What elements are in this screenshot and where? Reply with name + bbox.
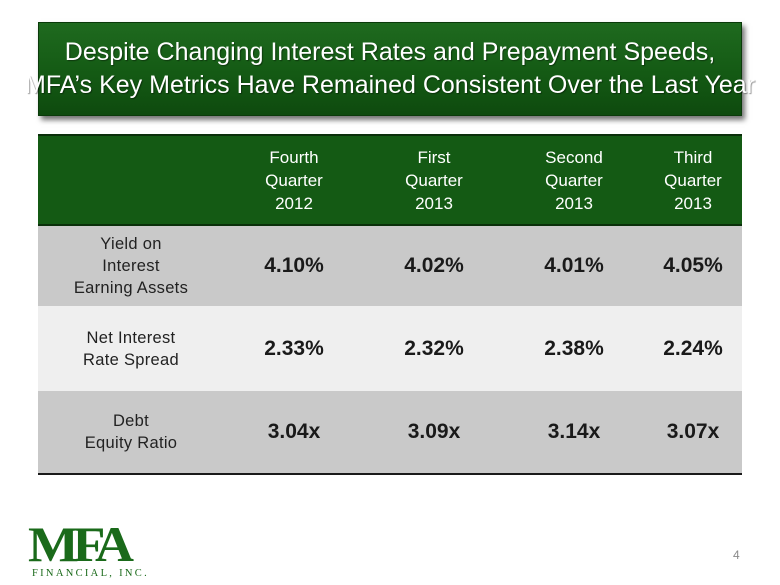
- column-header-line: Quarter: [265, 170, 323, 190]
- table-row-debt-equity: Debt Equity Ratio 3.04x 3.09x 3.14x 3.07…: [38, 391, 742, 475]
- column-header-line: 2012: [275, 193, 313, 213]
- logo-subtitle: FINANCIAL, INC.: [32, 568, 150, 579]
- table-cell-value: 4.10%: [224, 225, 364, 306]
- column-header-line: Quarter: [545, 170, 603, 190]
- column-header-line: 2013: [415, 193, 453, 213]
- row-label-line: Debt: [112, 412, 150, 430]
- row-label-line: Interest: [102, 257, 160, 275]
- table-cell-value: 4.05%: [644, 225, 742, 306]
- title-line-2: MFA’s Key Metrics Have Remained Consiste…: [25, 71, 755, 99]
- table-cell-value: 3.07x: [644, 391, 742, 475]
- table-cell-value: 2.24%: [644, 306, 742, 391]
- page-number: 4: [733, 548, 740, 562]
- header-empty-cell: [38, 134, 224, 226]
- row-label-line: Net Interest: [86, 328, 176, 347]
- row-label-line: Yield on: [100, 235, 162, 253]
- column-header-line: Quarter: [405, 170, 463, 190]
- table-header-row: Fourth Quarter 2012 First Quarter 2013 S…: [38, 134, 742, 226]
- column-header-line: First: [417, 147, 451, 167]
- column-header: Fourth Quarter 2012: [224, 134, 364, 226]
- column-header: Second Quarter 2013: [504, 134, 644, 226]
- table-row-spread: Net Interest Rate Spread 2.33% 2.32% 2.3…: [38, 306, 742, 391]
- column-header-line: Third: [673, 147, 713, 167]
- column-header: First Quarter 2013: [364, 134, 504, 226]
- table-cell-value: 2.32%: [364, 306, 504, 391]
- table-cell-value: 3.04x: [224, 391, 364, 475]
- title-banner: Despite Changing Interest Rates and Prep…: [25, 22, 755, 116]
- table-cell-value: 4.02%: [364, 225, 504, 306]
- table-cell-value: 3.14x: [504, 391, 644, 475]
- row-label: Yield on Interest Earning Assets: [38, 225, 224, 306]
- logo-mark: MFA: [28, 516, 134, 572]
- row-label-line: Earning Assets: [73, 279, 189, 297]
- mfa-logo: MFA FINANCIAL, INC.: [28, 519, 153, 580]
- column-header-line: Fourth: [269, 147, 319, 167]
- column-header-line: Second: [545, 147, 603, 167]
- key-metrics-table: Fourth Quarter 2012 First Quarter 2013 S…: [38, 134, 742, 475]
- table-cell-value: 2.33%: [224, 306, 364, 391]
- table-cell-value: 2.38%: [504, 306, 644, 391]
- table-cell-value: 3.09x: [364, 391, 504, 475]
- row-label-line: Rate Spread: [83, 350, 179, 369]
- table-cell-value: 4.01%: [504, 225, 644, 306]
- title-line-1: Despite Changing Interest Rates and Prep…: [64, 38, 716, 66]
- column-header-line: Quarter: [664, 170, 722, 190]
- table-row-yield: Yield on Interest Earning Assets 4.10% 4…: [38, 225, 742, 306]
- column-header: Third Quarter 2013: [644, 134, 742, 226]
- column-header-line: 2013: [674, 193, 712, 213]
- row-label: Net Interest Rate Spread: [38, 306, 224, 391]
- row-label: Debt Equity Ratio: [38, 391, 224, 475]
- column-header-line: 2013: [555, 193, 593, 213]
- row-label-line: Equity Ratio: [84, 434, 178, 452]
